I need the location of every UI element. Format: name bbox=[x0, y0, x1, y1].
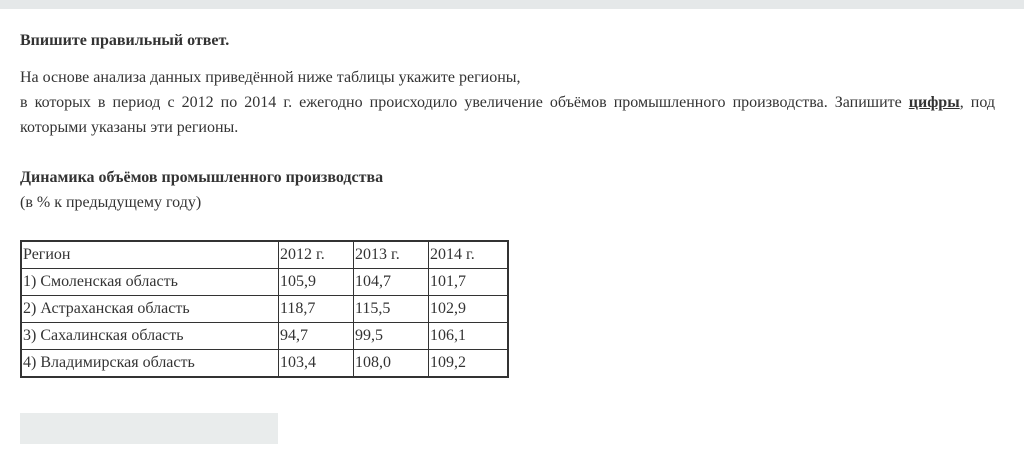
top-bar bbox=[0, 0, 1024, 9]
table-row: 2) Астраханская область 118,7 115,5 102,… bbox=[20, 295, 509, 323]
question-line-1: На основе анализа данных приведённой ниж… bbox=[20, 69, 521, 86]
question-emphasis: цифры bbox=[908, 94, 960, 111]
header-cell: 2012 г. bbox=[278, 240, 354, 269]
header-cell: 2013 г. bbox=[353, 240, 429, 269]
cell: 109,2 bbox=[428, 349, 509, 378]
cell: 118,7 bbox=[278, 295, 354, 323]
table-title: Динамика объёмов промышленного производс… bbox=[20, 169, 384, 186]
table-subtitle: (в % к предыдущему году) bbox=[20, 194, 202, 211]
cell: 99,5 bbox=[353, 322, 429, 350]
instruction-title: Впишите правильный ответ. bbox=[20, 32, 230, 49]
cell: 102,9 bbox=[428, 295, 509, 323]
cell: 104,7 bbox=[353, 268, 429, 296]
cell: 101,7 bbox=[428, 268, 509, 296]
table-header-row: Регион 2012 г. 2013 г. 2014 г. bbox=[20, 240, 509, 269]
cell: 106,1 bbox=[428, 322, 509, 350]
table-row: 4) Владимирская область 103,4 108,0 109,… bbox=[20, 349, 509, 378]
question-line-2: в которых в период с 2012 по 2014 г. еже… bbox=[20, 94, 909, 111]
cell: 103,4 bbox=[278, 349, 354, 378]
cell: 3) Сахалинская область bbox=[20, 322, 279, 350]
cell: 1) Смоленская область bbox=[20, 268, 279, 296]
header-cell: 2014 г. bbox=[428, 240, 509, 269]
answer-input[interactable] bbox=[20, 413, 278, 444]
data-table: Регион 2012 г. 2013 г. 2014 г. 1) Смолен… bbox=[20, 240, 509, 378]
question-text: На основе анализа данных приведённой ниж… bbox=[20, 65, 995, 140]
cell: 105,9 bbox=[278, 268, 354, 296]
cell: 2) Астраханская область bbox=[20, 295, 279, 323]
table-row: 1) Смоленская область 105,9 104,7 101,7 bbox=[20, 268, 509, 296]
header-cell: Регион bbox=[20, 240, 279, 269]
cell: 115,5 bbox=[353, 295, 429, 323]
cell: 4) Владимирская область bbox=[20, 349, 279, 378]
cell: 108,0 bbox=[353, 349, 429, 378]
question-line-3: , под которыми указаны эти регионы. bbox=[20, 94, 995, 136]
cell: 94,7 bbox=[278, 322, 354, 350]
table-row: 3) Сахалинская область 94,7 99,5 106,1 bbox=[20, 322, 509, 350]
